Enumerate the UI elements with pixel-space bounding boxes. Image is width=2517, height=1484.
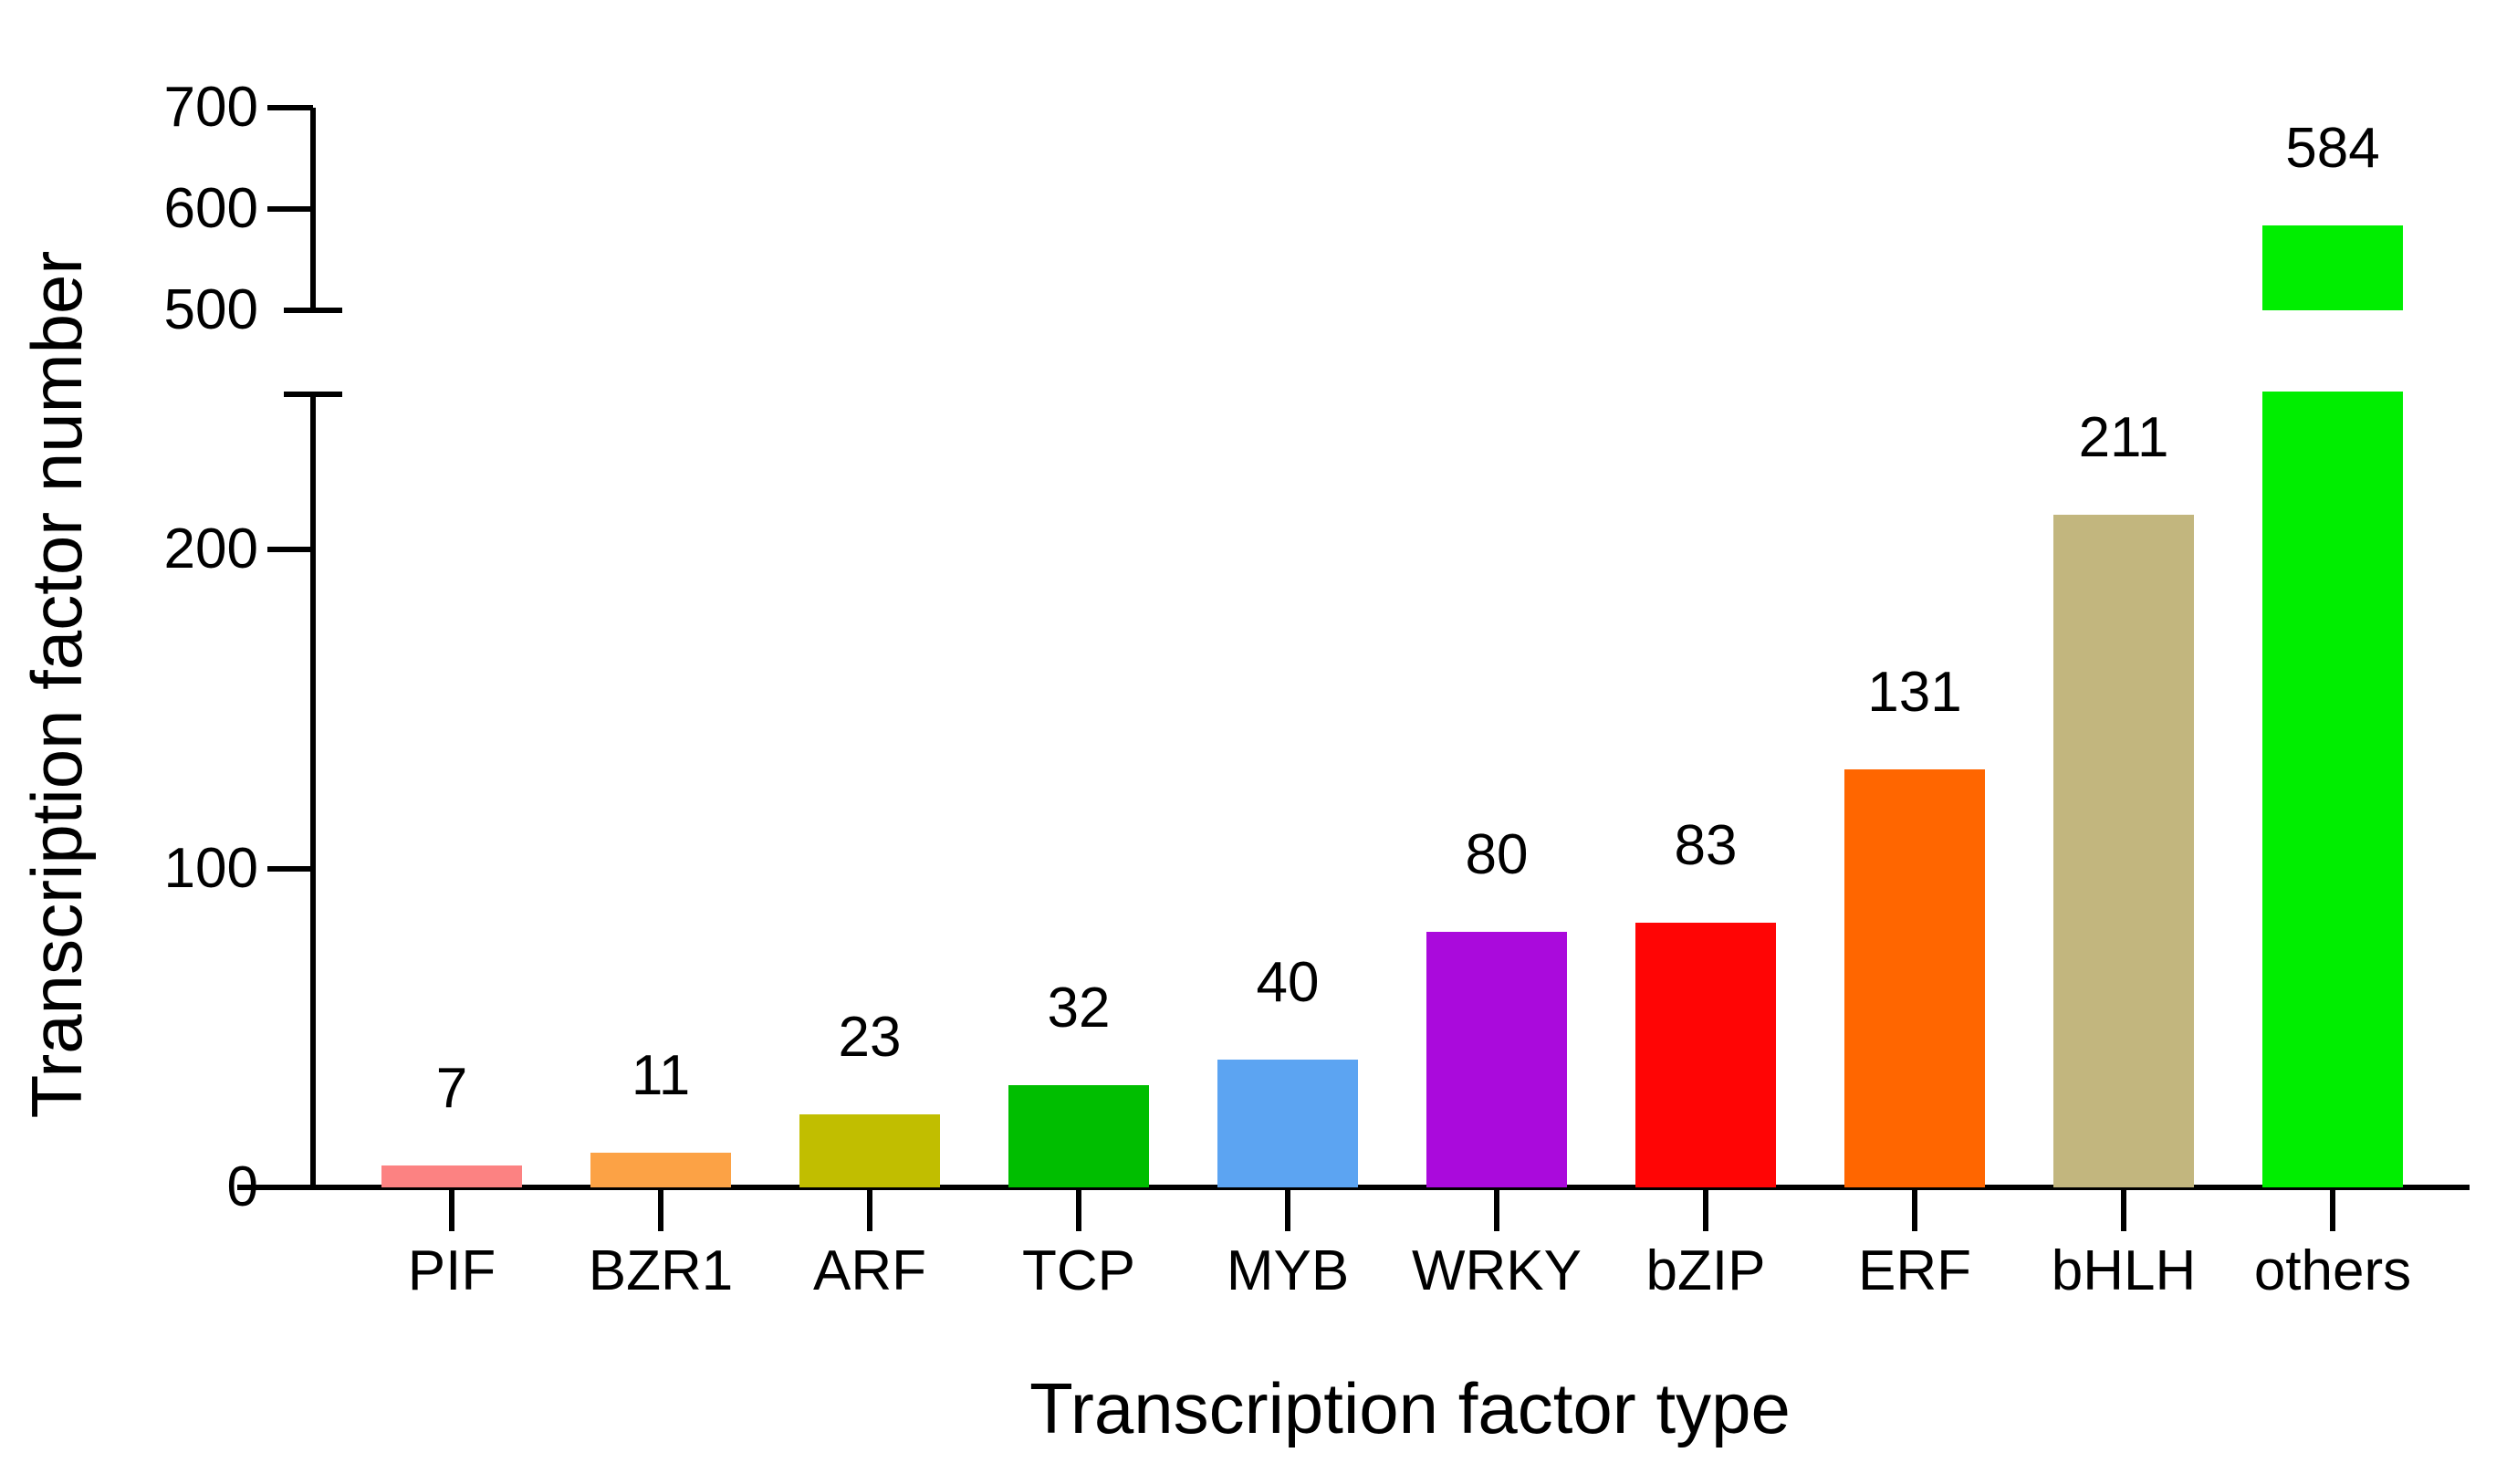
x-tick <box>2330 1187 2335 1231</box>
y-axis-lower-segment <box>310 394 316 1187</box>
x-category-label: TCP <box>1022 1239 1135 1302</box>
y-tick-label: 700 <box>163 76 258 139</box>
bar-value-label: 211 <box>2078 406 2169 469</box>
bar-value-label: 32 <box>1047 977 1111 1040</box>
y-tick-label: 100 <box>163 837 258 900</box>
y-tick <box>267 866 313 872</box>
x-category-label: others <box>2253 1239 2412 1302</box>
bar-value-label: 23 <box>838 1006 902 1069</box>
y-tick <box>267 1185 313 1190</box>
bar-bzr1 <box>590 1153 731 1187</box>
x-category-label: ERF <box>1858 1239 1971 1302</box>
bar-myb <box>1217 1060 1358 1187</box>
y-tick <box>267 206 313 212</box>
x-tick <box>1494 1187 1499 1231</box>
bar-value-label: 11 <box>631 1044 691 1107</box>
bar-wrky <box>1426 932 1567 1187</box>
x-tick <box>658 1187 663 1231</box>
x-category-label: WRKY <box>1412 1239 1582 1302</box>
y-tick-label: 200 <box>163 517 258 580</box>
bar-erf <box>1844 769 1985 1187</box>
y-axis-upper-segment <box>310 108 316 310</box>
x-tick <box>867 1187 872 1231</box>
x-tick <box>1912 1187 1917 1231</box>
bar-tcp <box>1008 1085 1149 1187</box>
bar-others-lower-segment <box>2262 392 2403 1187</box>
bar-pif <box>381 1165 522 1187</box>
axis-break-cap-lower <box>284 392 342 397</box>
x-category-label: BZR1 <box>588 1239 734 1302</box>
x-axis-line <box>237 1185 2470 1190</box>
x-category-label: MYB <box>1226 1239 1350 1302</box>
x-tick <box>1076 1187 1081 1231</box>
x-tick <box>1285 1187 1290 1231</box>
bar-bhlh <box>2053 515 2194 1187</box>
bar-value-label: 83 <box>1674 814 1738 877</box>
y-tick-label: 0 <box>226 1155 258 1218</box>
axis-break-cap-upper <box>284 308 342 313</box>
x-tick <box>449 1187 454 1231</box>
bar-value-label: 131 <box>1867 661 1962 724</box>
y-tick-label: 600 <box>163 177 258 240</box>
bar-value-label: 7 <box>435 1057 468 1120</box>
x-category-label: bZIP <box>1645 1239 1766 1302</box>
x-tick <box>2121 1187 2126 1231</box>
bar-value-label: 584 <box>2285 117 2380 180</box>
bar-value-label: 80 <box>1465 823 1529 886</box>
x-category-label: PIF <box>407 1239 496 1302</box>
x-axis-title: Transcription factor type <box>1029 1368 1791 1448</box>
y-tick <box>267 547 313 552</box>
y-tick <box>267 105 313 110</box>
bar-bzip <box>1635 923 1776 1187</box>
bar-others-upper-segment <box>2262 225 2403 310</box>
x-tick <box>1703 1187 1708 1231</box>
bar-value-label: 40 <box>1256 951 1320 1014</box>
bar-arf <box>799 1114 940 1187</box>
x-category-label: bHLH <box>2051 1239 2197 1302</box>
x-category-label: ARF <box>813 1239 926 1302</box>
y-tick-label: 500 <box>163 278 258 341</box>
